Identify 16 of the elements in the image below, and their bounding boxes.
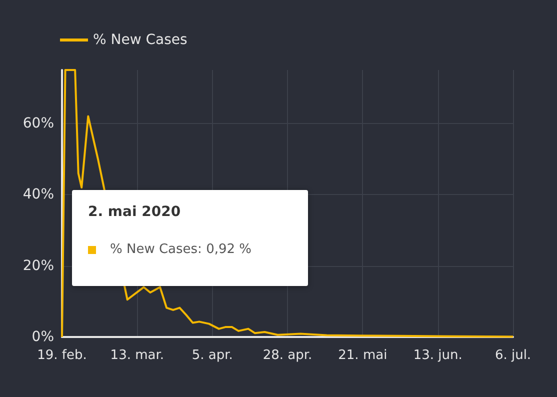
legend-label: % New Cases — [93, 32, 188, 48]
x-tick-label: 6. jul. — [494, 348, 532, 363]
y-tick-label: 60% — [22, 115, 54, 132]
tooltip-card: 2. mai 2020 % New Cases: 0,92 % — [72, 190, 308, 286]
y-tick-label: 20% — [22, 258, 54, 274]
x-tick-label: 13. mar. — [110, 348, 164, 363]
x-tick-label: 21. mai — [338, 348, 388, 363]
x-tick-label: 5. apr. — [192, 348, 233, 363]
annotation: % New Cases: 0,92 % — [110, 242, 252, 257]
x-tick-label: 28. apr. — [262, 348, 312, 363]
y-tick-label: 40% — [22, 186, 54, 203]
y-tick-label: 0% — [32, 329, 54, 345]
x-tick-label: 19. feb. — [37, 348, 87, 363]
x-tick-label: 13. jun. — [413, 348, 462, 363]
annotation: 2. mai 2020 — [88, 204, 182, 220]
line-series — [61, 69, 514, 338]
